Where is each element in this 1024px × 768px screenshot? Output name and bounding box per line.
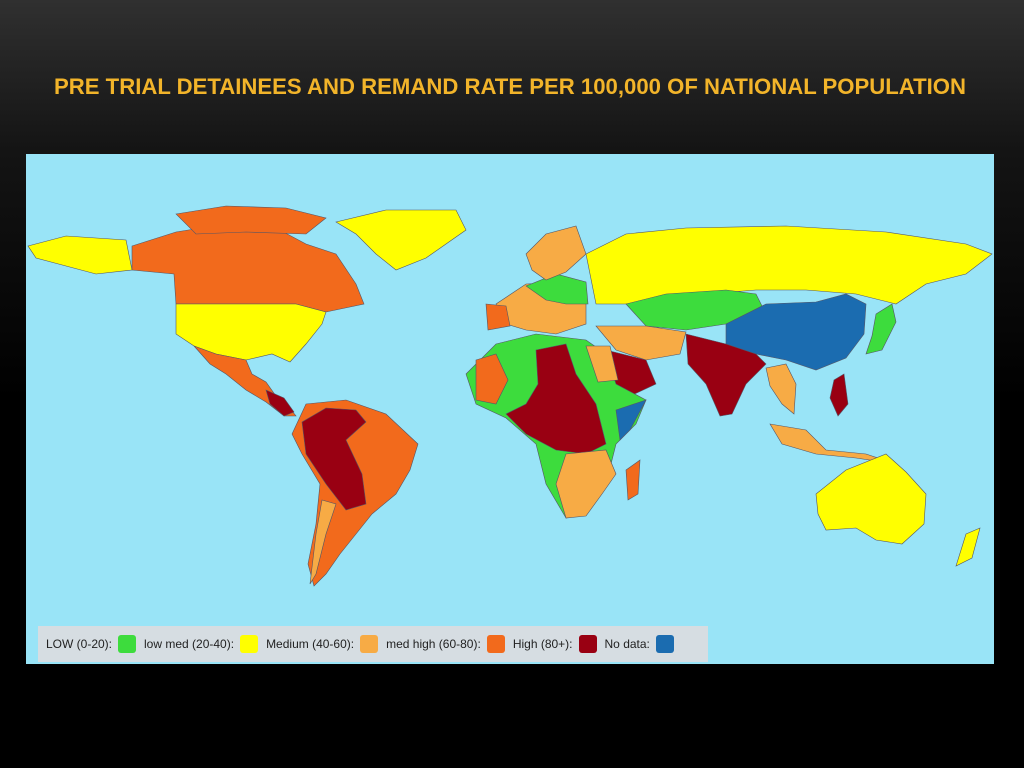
country [175, 205, 327, 235]
legend-label: Medium (40-60): [266, 637, 355, 651]
legend-label: High (80+): [512, 637, 573, 651]
country [585, 345, 619, 383]
legend: LOW (0-20): low med (20-40): Medium (40-60… [38, 626, 708, 662]
legend-label: med high (60-80): [386, 637, 481, 651]
country [765, 363, 797, 415]
title-area: PRE TRIAL DETAINEES AND REMAND RATE PER … [54, 74, 966, 99]
country [265, 389, 295, 417]
country [955, 527, 981, 567]
country [475, 353, 509, 405]
countries [27, 205, 993, 587]
country [525, 225, 587, 281]
country [301, 407, 367, 511]
legend-swatch [655, 635, 674, 653]
legend-label: low med (20-40): [144, 637, 235, 651]
legend-item: No data: [605, 635, 674, 653]
country [595, 325, 687, 361]
country [485, 303, 511, 331]
country [615, 399, 647, 441]
country [865, 303, 897, 355]
legend-label: No data: [604, 637, 650, 651]
legend-swatch [486, 635, 505, 653]
country [829, 373, 849, 417]
slide-title: PRE TRIAL DETAINEES AND REMAND RATE PER … [54, 74, 966, 99]
country [685, 333, 767, 417]
legend-item: low med (20-40): [144, 635, 259, 653]
country [625, 459, 641, 501]
legend-item: Medium (40-60): [266, 635, 379, 653]
country [309, 499, 337, 585]
country [555, 449, 617, 519]
legend-swatch [118, 635, 137, 653]
legend-swatch [240, 635, 259, 653]
legend-item: med high (60-80): [386, 635, 505, 653]
legend-label: LOW (0-20): [46, 637, 113, 651]
legend-swatch [578, 635, 597, 653]
country [335, 209, 467, 271]
legend-swatch [360, 635, 379, 653]
country [815, 453, 927, 545]
world-map [26, 154, 994, 664]
country [505, 343, 607, 455]
legend-item: High (80+): [513, 635, 597, 653]
country [27, 235, 133, 275]
legend-item: LOW (0-20): [46, 635, 137, 653]
